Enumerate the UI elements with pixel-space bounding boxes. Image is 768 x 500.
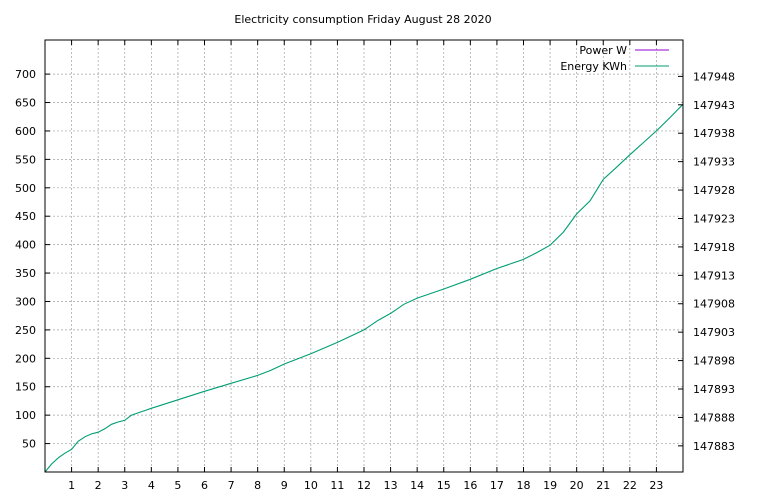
x-axis: 1 2 3 4 5 6 7 8 9 10 11 12 13 14 15 16 17 18 19 20 21 22 23 — [68, 40, 663, 492]
y-tick-label: 600 — [15, 125, 36, 138]
x-tick-label: 21 — [596, 479, 610, 492]
y-tick-label: 700 — [15, 68, 36, 81]
x-tick-label: 19 — [543, 479, 557, 492]
x-tick-label: 16 — [463, 479, 477, 492]
y2-tick-label: 147913 — [693, 269, 735, 282]
x-tick-label: 20 — [570, 479, 584, 492]
series-layer — [44, 103, 684, 473]
x-tick-label: 23 — [649, 479, 663, 492]
y-axis-left: 50 100 150 200 250 300 350 400 450 500 550 600 650 70… — [15, 68, 50, 451]
y2-tick-label: 147918 — [693, 241, 735, 254]
y2-tick-label: 147928 — [693, 184, 735, 197]
y-tick-label: 300 — [15, 295, 36, 308]
y2-tick-label: 147923 — [693, 212, 735, 225]
x-tick-label: 11 — [330, 479, 344, 492]
x-tick-label: 5 — [174, 479, 181, 492]
x-tick-label: 10 — [304, 479, 318, 492]
grid — [45, 40, 683, 472]
y-tick-label: 350 — [15, 267, 36, 280]
y-tick-label: 450 — [15, 210, 36, 223]
y-tick-label: 500 — [15, 182, 36, 195]
y-tick-label: 200 — [15, 352, 36, 365]
x-tick-label: 8 — [254, 479, 261, 492]
x-tick-label: 3 — [121, 479, 128, 492]
y-tick-label: 650 — [15, 97, 36, 110]
y2-tick-label: 147908 — [693, 298, 735, 311]
x-tick-label: 9 — [281, 479, 288, 492]
x-tick-label: 1 — [68, 479, 75, 492]
y2-tick-label: 147903 — [693, 326, 735, 339]
x-tick-label: 15 — [437, 479, 451, 492]
x-tick-label: 22 — [623, 479, 637, 492]
y2-tick-label: 147948 — [693, 70, 735, 83]
y-tick-label: 150 — [15, 381, 36, 394]
y2-tick-label: 147933 — [693, 156, 735, 169]
y2-tick-label: 147943 — [693, 99, 735, 112]
x-tick-label: 4 — [148, 479, 155, 492]
y-tick-label: 550 — [15, 153, 36, 166]
legend: Power W Energy KWh — [560, 44, 669, 73]
x-tick-label: 7 — [228, 479, 235, 492]
x-tick-label: 2 — [95, 479, 102, 492]
y-tick-label: 250 — [15, 324, 36, 337]
x-tick-label: 13 — [384, 479, 398, 492]
y2-tick-label: 147883 — [693, 440, 735, 453]
x-tick-label: 6 — [201, 479, 208, 492]
y2-tick-label: 147898 — [693, 355, 735, 368]
y-tick-label: 50 — [22, 438, 36, 451]
chart-title: Electricity consumption Friday August 28… — [234, 13, 491, 26]
y2-tick-label: 147893 — [693, 383, 735, 396]
x-tick-label: 14 — [410, 479, 424, 492]
x-tick-label: 18 — [517, 479, 531, 492]
y2-tick-label: 147938 — [693, 127, 735, 140]
y-tick-label: 100 — [15, 409, 36, 422]
y2-tick-label: 147888 — [693, 411, 735, 424]
legend-label: Power W — [579, 44, 627, 57]
x-tick-label: 12 — [357, 479, 371, 492]
y-tick-label: 400 — [15, 239, 36, 252]
series-line-energy-kwh — [44, 103, 684, 473]
y-axis-right: 147883 147888 147893 147898 147903 147908 1479… — [678, 70, 735, 453]
x-tick-label: 17 — [490, 479, 504, 492]
legend-label: Energy KWh — [560, 60, 627, 73]
